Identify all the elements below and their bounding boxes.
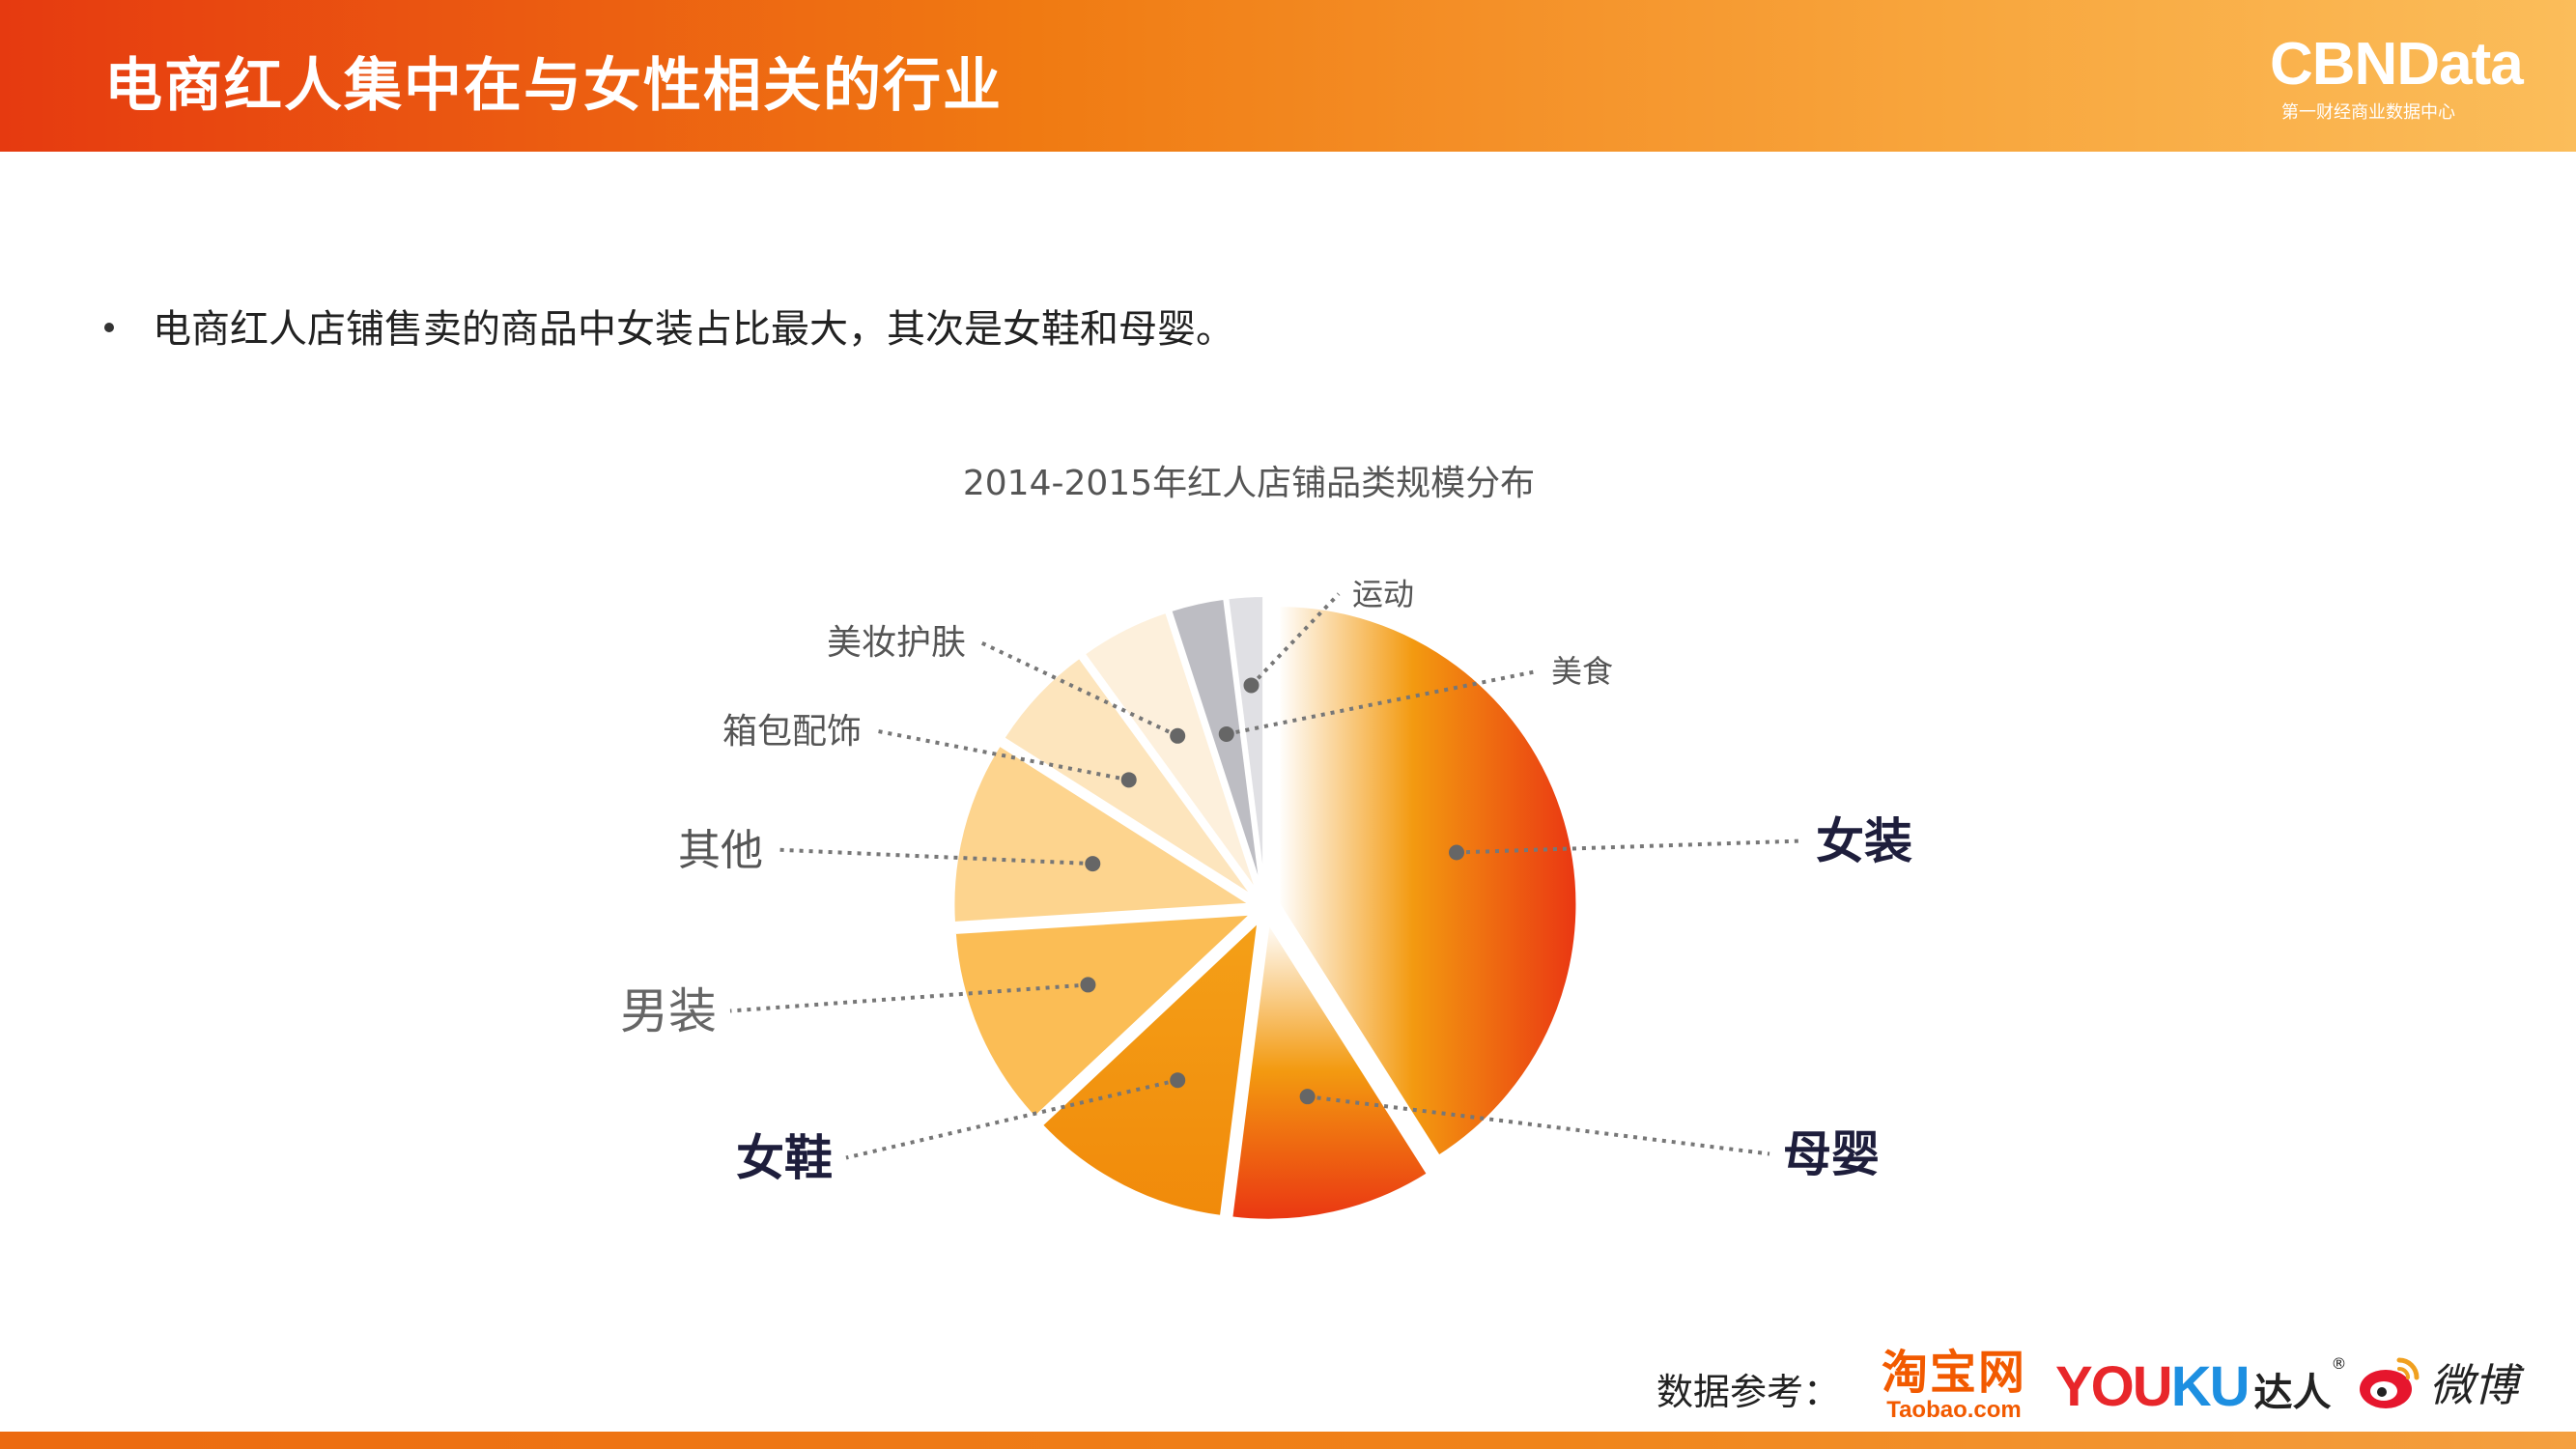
callout-dot-womens-shoes [1170, 1072, 1186, 1089]
chart-title: 2014-2015年红人店铺品类规模分布 [963, 464, 1535, 503]
callout-dot-sports [1243, 677, 1260, 694]
callout-dot-bags-accessories [1120, 772, 1137, 788]
callout-dot-maternal-baby [1299, 1089, 1316, 1105]
pie-slice-sports [1225, 593, 1267, 895]
callout-line-womens-shoes [845, 1078, 1178, 1160]
taobao-logo-cn: 淘宝网 [1881, 1346, 2026, 1400]
pie-slice-womens-clothing [1276, 603, 1580, 1160]
pie-slice-food [1167, 595, 1264, 895]
callout-dot-other [1085, 856, 1101, 872]
slice-label-womens-shoes: 女鞋 [736, 1130, 833, 1186]
callout-line-maternal-baby [1307, 1094, 1770, 1156]
callout-line-mens-clothing [729, 982, 1089, 1013]
slice-label-maternal-baby: 母婴 [1783, 1126, 1880, 1182]
slice-label-food: 美食 [1551, 653, 1613, 690]
brand-logo: CBNData 第一财经商业数据中心 [2270, 35, 2540, 124]
youku-ku: KU [2170, 1355, 2250, 1418]
pie-slice-beauty-skincare [1080, 609, 1261, 897]
youku-wordmark: YOUKU [2055, 1355, 2250, 1418]
callout-line-food [1226, 668, 1539, 736]
page-title: 电商红人集中在与女性相关的行业 [104, 52, 1003, 120]
header-bar: 电商红人集中在与女性相关的行业 CBNData 第一财经商业数据中心 [0, 0, 2576, 152]
callout-line-sports [1250, 592, 1341, 687]
weibo-icon [2360, 1357, 2420, 1408]
slice-label-other: 其他 [678, 826, 763, 875]
source-label: 数据参考： [1656, 1371, 1841, 1413]
weibo-logo: 微博 [2357, 1350, 2518, 1414]
callout-dot-food [1218, 725, 1234, 742]
pie-slice-other [950, 741, 1259, 926]
bullet-point: 电商红人店铺售卖的商品中女装占比最大，其次是女鞋和母婴。 [104, 298, 1234, 354]
slice-label-womens-clothing: 女装 [1816, 813, 1912, 869]
slice-label-bags-accessories: 箱包配饰 [722, 712, 862, 752]
callout-dot-mens-clothing [1080, 977, 1096, 993]
weibo-text: 微博 [2429, 1359, 2519, 1411]
registered-mark: ® [2331, 1354, 2347, 1373]
youku-you: YOU [2055, 1355, 2173, 1418]
callout-line-other [776, 847, 1093, 867]
callout-dot-womens-clothing [1449, 844, 1465, 861]
slice-label-mens-clothing: 男装 [620, 983, 717, 1039]
callout-line-beauty-skincare [978, 639, 1179, 738]
pie-slice-maternal-baby [1228, 915, 1431, 1223]
taobao-logo-en: Taobao.com [1886, 1397, 2022, 1423]
bullet-text: 电商红人店铺售卖的商品中女装占比最大，其次是女鞋和母婴。 [153, 307, 1234, 352]
callout-dot-beauty-skincare [1170, 727, 1186, 744]
brand-subtitle: 第一财经商业数据中心 [2281, 102, 2455, 123]
slice-label-sports: 运动 [1352, 576, 1414, 612]
taobao-logo: 淘宝网 Taobao.com [1872, 1348, 2036, 1423]
youku-daren-logo: YOUKU 达人® [2055, 1354, 2346, 1419]
slice-label-beauty-skincare: 美妆护肤 [827, 623, 966, 663]
callout-line-bags-accessories [874, 728, 1130, 782]
pie-slice-womens-shoes [1037, 915, 1262, 1220]
pie-slice-mens-clothing [951, 911, 1259, 1122]
bullet-dot [104, 323, 114, 332]
brand-name: CBNData [2270, 31, 2524, 98]
footer-bar [0, 1432, 2576, 1449]
youku-daren: 达人 [2253, 1371, 2332, 1415]
